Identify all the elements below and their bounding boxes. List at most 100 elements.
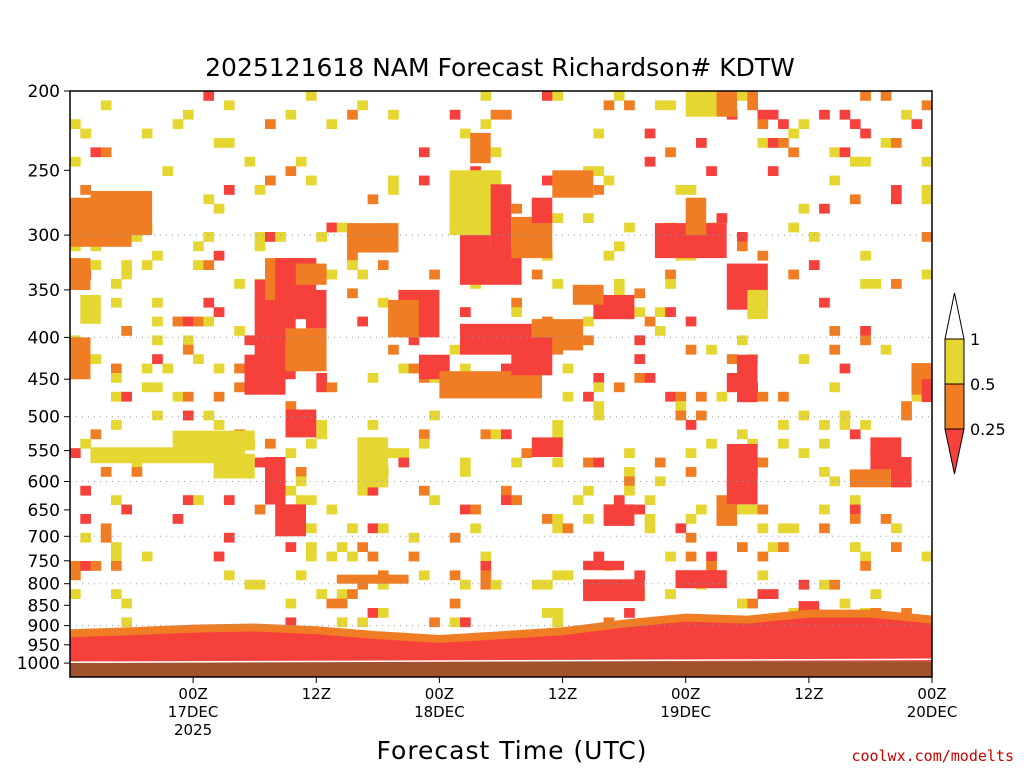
- ri-cell: [644, 514, 656, 524]
- ri-cell: [675, 391, 687, 402]
- ri-cell: [388, 344, 399, 355]
- ri-cell: [778, 138, 789, 148]
- ri-cell: [747, 438, 758, 449]
- ri-cell: [367, 608, 379, 618]
- ri-cell: [306, 495, 317, 505]
- ri-cell: [891, 542, 902, 552]
- ri-cell: [213, 391, 225, 402]
- x-tick-label: 18DEC: [414, 703, 465, 721]
- ri-cell: [665, 147, 676, 158]
- ri-cell: [347, 589, 358, 599]
- ri-cell: [798, 448, 810, 458]
- ri-cell: [767, 589, 779, 599]
- y-tick-label: 600: [28, 473, 60, 493]
- ri-cell: [111, 589, 122, 599]
- ri-cell: [798, 354, 810, 364]
- ri-cell: [798, 579, 810, 590]
- ri-cell: [613, 288, 625, 299]
- ri-cell: [860, 250, 871, 261]
- ri-cell: [336, 542, 348, 552]
- ri-cell: [819, 467, 830, 477]
- ri-cell: [265, 438, 276, 449]
- ri-cell: [480, 119, 492, 129]
- ri-cell: [849, 514, 861, 524]
- ri-cell: [295, 570, 307, 581]
- ri-cell: [613, 495, 625, 505]
- ri-cell: [798, 410, 810, 421]
- ri-cell: [203, 410, 215, 421]
- ri-cell: [213, 420, 225, 430]
- ri-cell: [357, 316, 368, 327]
- ri-cell: [285, 401, 297, 411]
- ri-cell: [921, 100, 932, 111]
- ri-cell: [182, 391, 194, 402]
- ri-cell: [819, 504, 830, 515]
- ri-cell: [172, 514, 184, 524]
- x-tick-label: 00Z: [425, 685, 454, 703]
- ri-cell: [552, 279, 563, 289]
- ri-cell: [367, 485, 379, 496]
- ri-cell: [306, 542, 317, 552]
- ri-cell: [111, 363, 122, 374]
- ri-cell: [829, 147, 841, 158]
- ri-cell: [542, 91, 553, 101]
- ri-cell: [644, 373, 656, 383]
- ri-cell: [460, 128, 471, 139]
- ri-cell: [70, 156, 81, 167]
- x-tick-label: 17DEC: [168, 703, 219, 721]
- ri-cell: [285, 617, 297, 628]
- ri-cell: [839, 420, 851, 430]
- ri-cell: [654, 307, 666, 317]
- ri-cell: [685, 316, 697, 327]
- ri-cell: [757, 138, 769, 148]
- ri-cell: [501, 495, 512, 505]
- ri-cell: [234, 279, 245, 289]
- ri-cell: [778, 391, 789, 402]
- ri-cell: [100, 523, 112, 534]
- ri-cell: [131, 232, 143, 242]
- ri-cell: [685, 551, 697, 562]
- ri-cell: [880, 514, 892, 524]
- ri-cell: [460, 457, 471, 468]
- ri-cell: [613, 241, 625, 252]
- ri-cell: [90, 561, 102, 571]
- ri-cell: [860, 561, 871, 571]
- ri-cell: [285, 598, 297, 609]
- ri-cell: [295, 156, 307, 167]
- ri-cell: [100, 147, 112, 158]
- ri-cell: [357, 100, 368, 111]
- ri-cell: [357, 269, 368, 280]
- ri-cell: [644, 128, 656, 139]
- ri-cell: [244, 579, 256, 590]
- ri-cell: [347, 288, 358, 299]
- ri-cell: [767, 542, 779, 552]
- ri-cell: [562, 363, 574, 374]
- y-tick-label: 750: [28, 552, 60, 572]
- ri-cell: [172, 391, 184, 402]
- ri-cell: [552, 429, 563, 440]
- ri-cell: [675, 401, 687, 411]
- ri-cell: [634, 504, 646, 515]
- legend-bin-red: [944, 428, 965, 475]
- ri-cell: [347, 250, 358, 261]
- ri-patch: [716, 91, 737, 117]
- ri-cell: [90, 147, 102, 158]
- ri-patch: [531, 197, 553, 224]
- ri-cell: [213, 363, 225, 374]
- ri-cell: [911, 391, 923, 402]
- ri-patch: [675, 570, 727, 589]
- ri-cell: [552, 570, 563, 581]
- ri-patch: [583, 579, 645, 602]
- ri-cell: [460, 504, 471, 515]
- ri-cell: [696, 410, 707, 421]
- ri-cell: [891, 523, 902, 534]
- ri-cell: [111, 279, 122, 289]
- ri-cell: [244, 335, 256, 346]
- ri-cell: [172, 119, 184, 129]
- ri-cell: [100, 532, 112, 543]
- x-tick-label: 12Z: [302, 685, 331, 703]
- ri-cell: [316, 420, 327, 430]
- ri-cell: [449, 598, 461, 609]
- ri-cell: [901, 608, 912, 618]
